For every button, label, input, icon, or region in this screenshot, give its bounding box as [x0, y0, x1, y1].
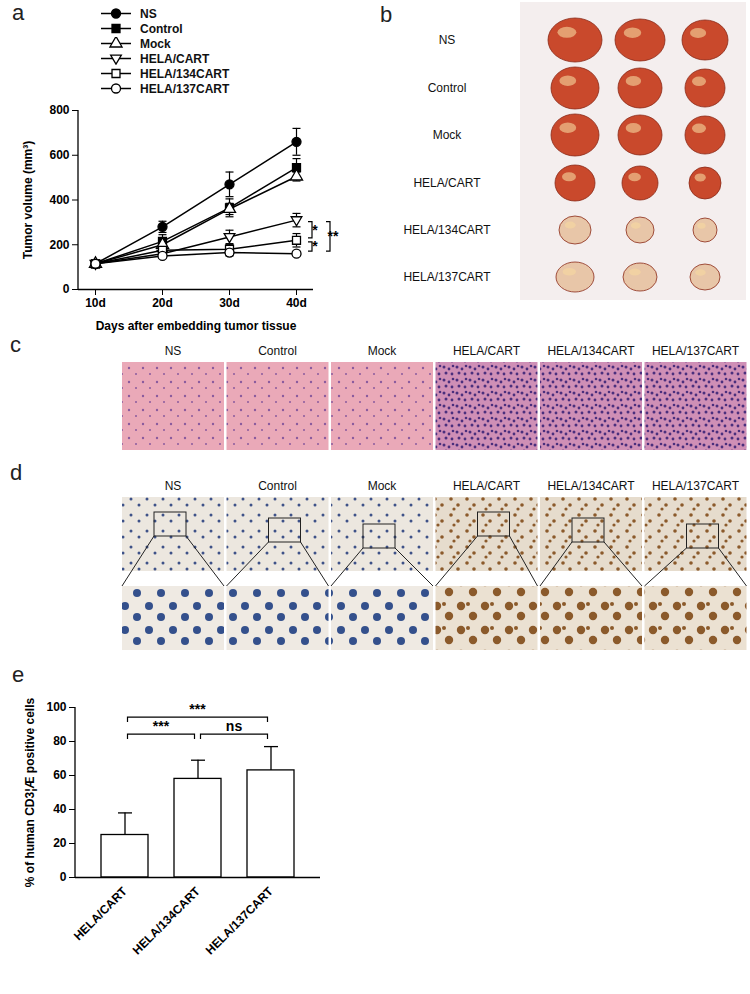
svg-text:NS: NS — [165, 479, 182, 493]
svg-text:c: c — [10, 332, 21, 357]
svg-text:20d: 20d — [152, 296, 173, 310]
svg-text:HELA/137CART: HELA/137CART — [652, 344, 740, 358]
svg-text:*: * — [312, 222, 318, 238]
svg-text:d: d — [10, 460, 22, 485]
html-text:Control: Control — [140, 21, 183, 36]
html-text:e: e — [12, 662, 25, 687]
svg-text:HELA/134CART: HELA/134CART — [547, 479, 635, 493]
svg-text:HELA/137CART: HELA/137CART — [652, 479, 740, 493]
svg-text:60: 60 — [53, 768, 67, 782]
svg-text:80: 80 — [53, 734, 67, 748]
svg-text:HELA/134CART: HELA/134CART — [130, 884, 204, 958]
html-text:NS: NS — [140, 6, 157, 21]
svg-text:40: 40 — [53, 802, 67, 816]
svg-text:Mock: Mock — [368, 479, 398, 493]
html-text:HELA/134CART: HELA/134CART — [140, 66, 230, 81]
svg-text:HELA/134CART: HELA/134CART — [403, 223, 491, 237]
svg-text:0: 0 — [60, 870, 67, 884]
svg-text:NS: NS — [439, 33, 456, 47]
svg-text:HELA/CART: HELA/CART — [71, 884, 130, 943]
svg-text:600: 600 — [49, 148, 69, 162]
svg-text:Control: Control — [258, 479, 297, 493]
svg-text:800: 800 — [49, 103, 69, 117]
svg-text:Control: Control — [258, 344, 297, 358]
html-text:HELA/137CART: HELA/137CART — [140, 81, 230, 96]
svg-text:% of human CD3¦Æ positive cell: % of human CD3¦Æ positive cells — [23, 697, 37, 887]
svg-text:HELA/134CART: HELA/134CART — [547, 344, 635, 358]
svg-text:Days after embedding tumor tis: Days after embedding tumor tissue — [96, 319, 297, 333]
html-text:HELA/CART: HELA/CART — [140, 51, 210, 66]
svg-text:200: 200 — [49, 238, 69, 252]
svg-text:NS: NS — [165, 344, 182, 358]
svg-text:400: 400 — [49, 193, 69, 207]
svg-text:HELA/137CART: HELA/137CART — [203, 884, 277, 958]
svg-text:HELA/CART: HELA/CART — [413, 176, 481, 190]
svg-text:Mock: Mock — [368, 344, 398, 358]
svg-text:*: * — [312, 238, 318, 254]
svg-text:HELA/CART: HELA/CART — [453, 344, 521, 358]
svg-text:Mock: Mock — [433, 128, 463, 142]
svg-text:**: ** — [328, 228, 339, 244]
svg-text:10d: 10d — [85, 296, 106, 310]
svg-text:***: *** — [189, 701, 206, 717]
svg-text:40d: 40d — [286, 296, 307, 310]
svg-text:Control: Control — [428, 81, 467, 95]
html-text:a: a — [12, 0, 25, 25]
svg-text:ns: ns — [226, 718, 243, 734]
svg-text:b: b — [380, 2, 392, 27]
svg-text:20: 20 — [53, 836, 67, 850]
svg-text:0: 0 — [63, 282, 70, 296]
html-text:Mock: Mock — [140, 36, 171, 51]
svg-text:HELA/137CART: HELA/137CART — [403, 270, 491, 284]
svg-text:100: 100 — [46, 700, 66, 714]
svg-text:HELA/CART: HELA/CART — [453, 479, 521, 493]
svg-text:30d: 30d — [219, 296, 240, 310]
svg-text:***: *** — [153, 718, 170, 734]
svg-text:Tumor volume (mm³): Tumor volume (mm³) — [21, 141, 35, 259]
